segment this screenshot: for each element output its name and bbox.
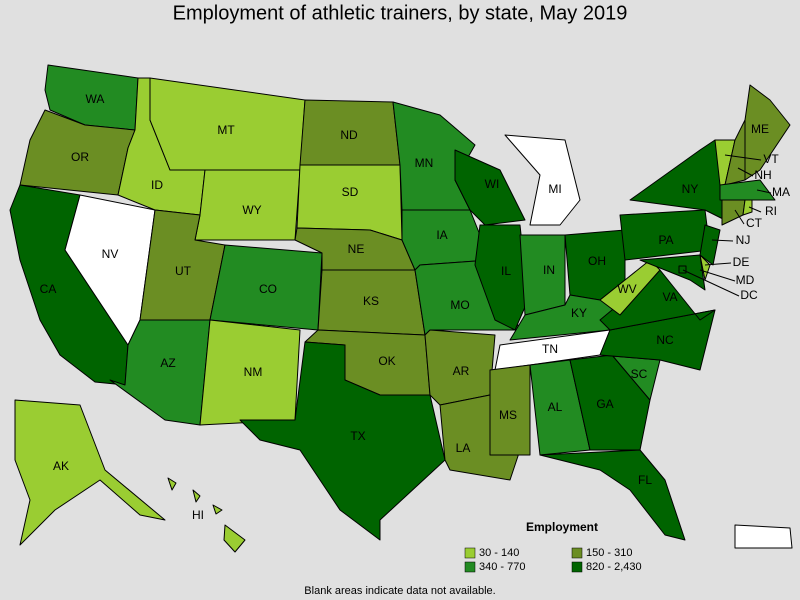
legend-label: 150 - 310	[586, 547, 632, 559]
state-shape	[539, 449, 686, 541]
state-shape	[721, 199, 746, 226]
state-label: SC	[631, 367, 648, 381]
state-shape	[744, 84, 791, 181]
states	[9, 64, 791, 553]
state-shape	[629, 139, 726, 221]
state-label: VT	[763, 152, 779, 166]
state-label: KY	[571, 306, 587, 320]
state-shape	[167, 477, 177, 491]
state-shape	[212, 504, 223, 515]
state-label: NY	[682, 182, 699, 196]
leader-line	[737, 167, 754, 177]
state-label: SD	[342, 185, 359, 199]
state-label: WY	[242, 203, 261, 217]
state-label: NH	[754, 168, 771, 182]
legend-label: 30 - 140	[479, 547, 519, 559]
state-label: ID	[151, 178, 163, 192]
state-label: AL	[548, 400, 563, 414]
leader-line	[704, 262, 732, 266]
legend-label: 340 - 770	[479, 561, 525, 573]
state-labels: WA OR CA NV ID MT WY UT CO AZ NM ND SD NE KS OK TX MN IA MO…	[40, 92, 790, 522]
note: Blank areas indicate data not available.	[304, 585, 495, 597]
state-label: MN	[415, 156, 434, 170]
state-label: IA	[436, 228, 447, 242]
legend-swatch	[464, 561, 476, 573]
state-shape	[14, 399, 166, 546]
leader-line	[682, 269, 740, 297]
state-label: ND	[340, 128, 358, 142]
leader-line	[711, 239, 734, 242]
puerto-rico	[734, 524, 793, 549]
state-label: TN	[542, 342, 558, 356]
legend: 30 - 140 150 - 310 340 - 770 820 - 2,430	[464, 547, 642, 573]
state-shape	[719, 179, 776, 201]
state-label: OK	[378, 354, 395, 368]
state-label: VA	[662, 290, 677, 304]
state-label: MO	[450, 298, 469, 312]
state-label: MS	[499, 408, 517, 422]
state-shape	[489, 364, 531, 456]
state-label: WI	[485, 177, 500, 191]
state-label: MA	[772, 185, 790, 199]
state-label: IN	[543, 263, 555, 277]
state-label: PA	[658, 233, 673, 247]
state-label: MD	[736, 273, 755, 287]
state-label: ME	[751, 122, 769, 136]
state-shape	[639, 254, 706, 291]
state-label: TX	[350, 429, 365, 443]
legend-swatch	[464, 547, 476, 559]
state-label: LA	[456, 441, 471, 455]
state-label: NE	[348, 242, 365, 256]
leader-line	[734, 209, 745, 225]
state-label: CA	[40, 282, 57, 296]
state-label: DC	[740, 288, 758, 302]
state-label: DE	[733, 255, 750, 269]
state-label: NC	[656, 333, 674, 347]
state-label: CO	[259, 282, 277, 296]
state-label: FL	[638, 473, 652, 487]
state-label: AR	[453, 364, 470, 378]
state-shape	[699, 224, 721, 266]
state-label: WA	[86, 92, 105, 106]
state-label: HI	[192, 508, 204, 522]
state-label: AZ	[160, 356, 175, 370]
legend-swatch	[571, 547, 583, 559]
state-shape	[194, 169, 301, 241]
map-title: Employment of athletic trainers, by stat…	[173, 2, 628, 24]
state-label: MI	[548, 182, 561, 196]
state-shape	[504, 134, 581, 226]
state-label: WV	[617, 282, 636, 296]
state-label: NV	[102, 247, 119, 261]
state-label: IL	[501, 264, 511, 278]
leader-line	[699, 269, 736, 282]
state-label: GA	[596, 397, 613, 411]
state-label: AK	[53, 459, 69, 473]
legend-title: Employment	[526, 520, 598, 534]
state-label: OH	[588, 254, 606, 268]
state-shape	[223, 524, 246, 553]
state-label: NM	[244, 365, 263, 379]
state-shape	[239, 341, 446, 541]
state-label: NJ	[736, 233, 751, 247]
state-label: RI	[765, 204, 777, 218]
legend-swatch	[571, 561, 583, 573]
state-shape	[678, 265, 687, 274]
state-label: OR	[71, 150, 89, 164]
state-label: MT	[217, 123, 235, 137]
state-label: UT	[175, 264, 192, 278]
leader-line	[748, 206, 762, 213]
state-shape	[742, 199, 753, 216]
state-shape	[474, 224, 529, 331]
state-shape	[192, 489, 201, 503]
legend-label: 820 - 2,430	[586, 561, 642, 573]
leader-line	[756, 189, 772, 194]
state-label: KS	[363, 294, 379, 308]
state-label: CT	[746, 216, 763, 230]
leader-line	[724, 154, 762, 161]
